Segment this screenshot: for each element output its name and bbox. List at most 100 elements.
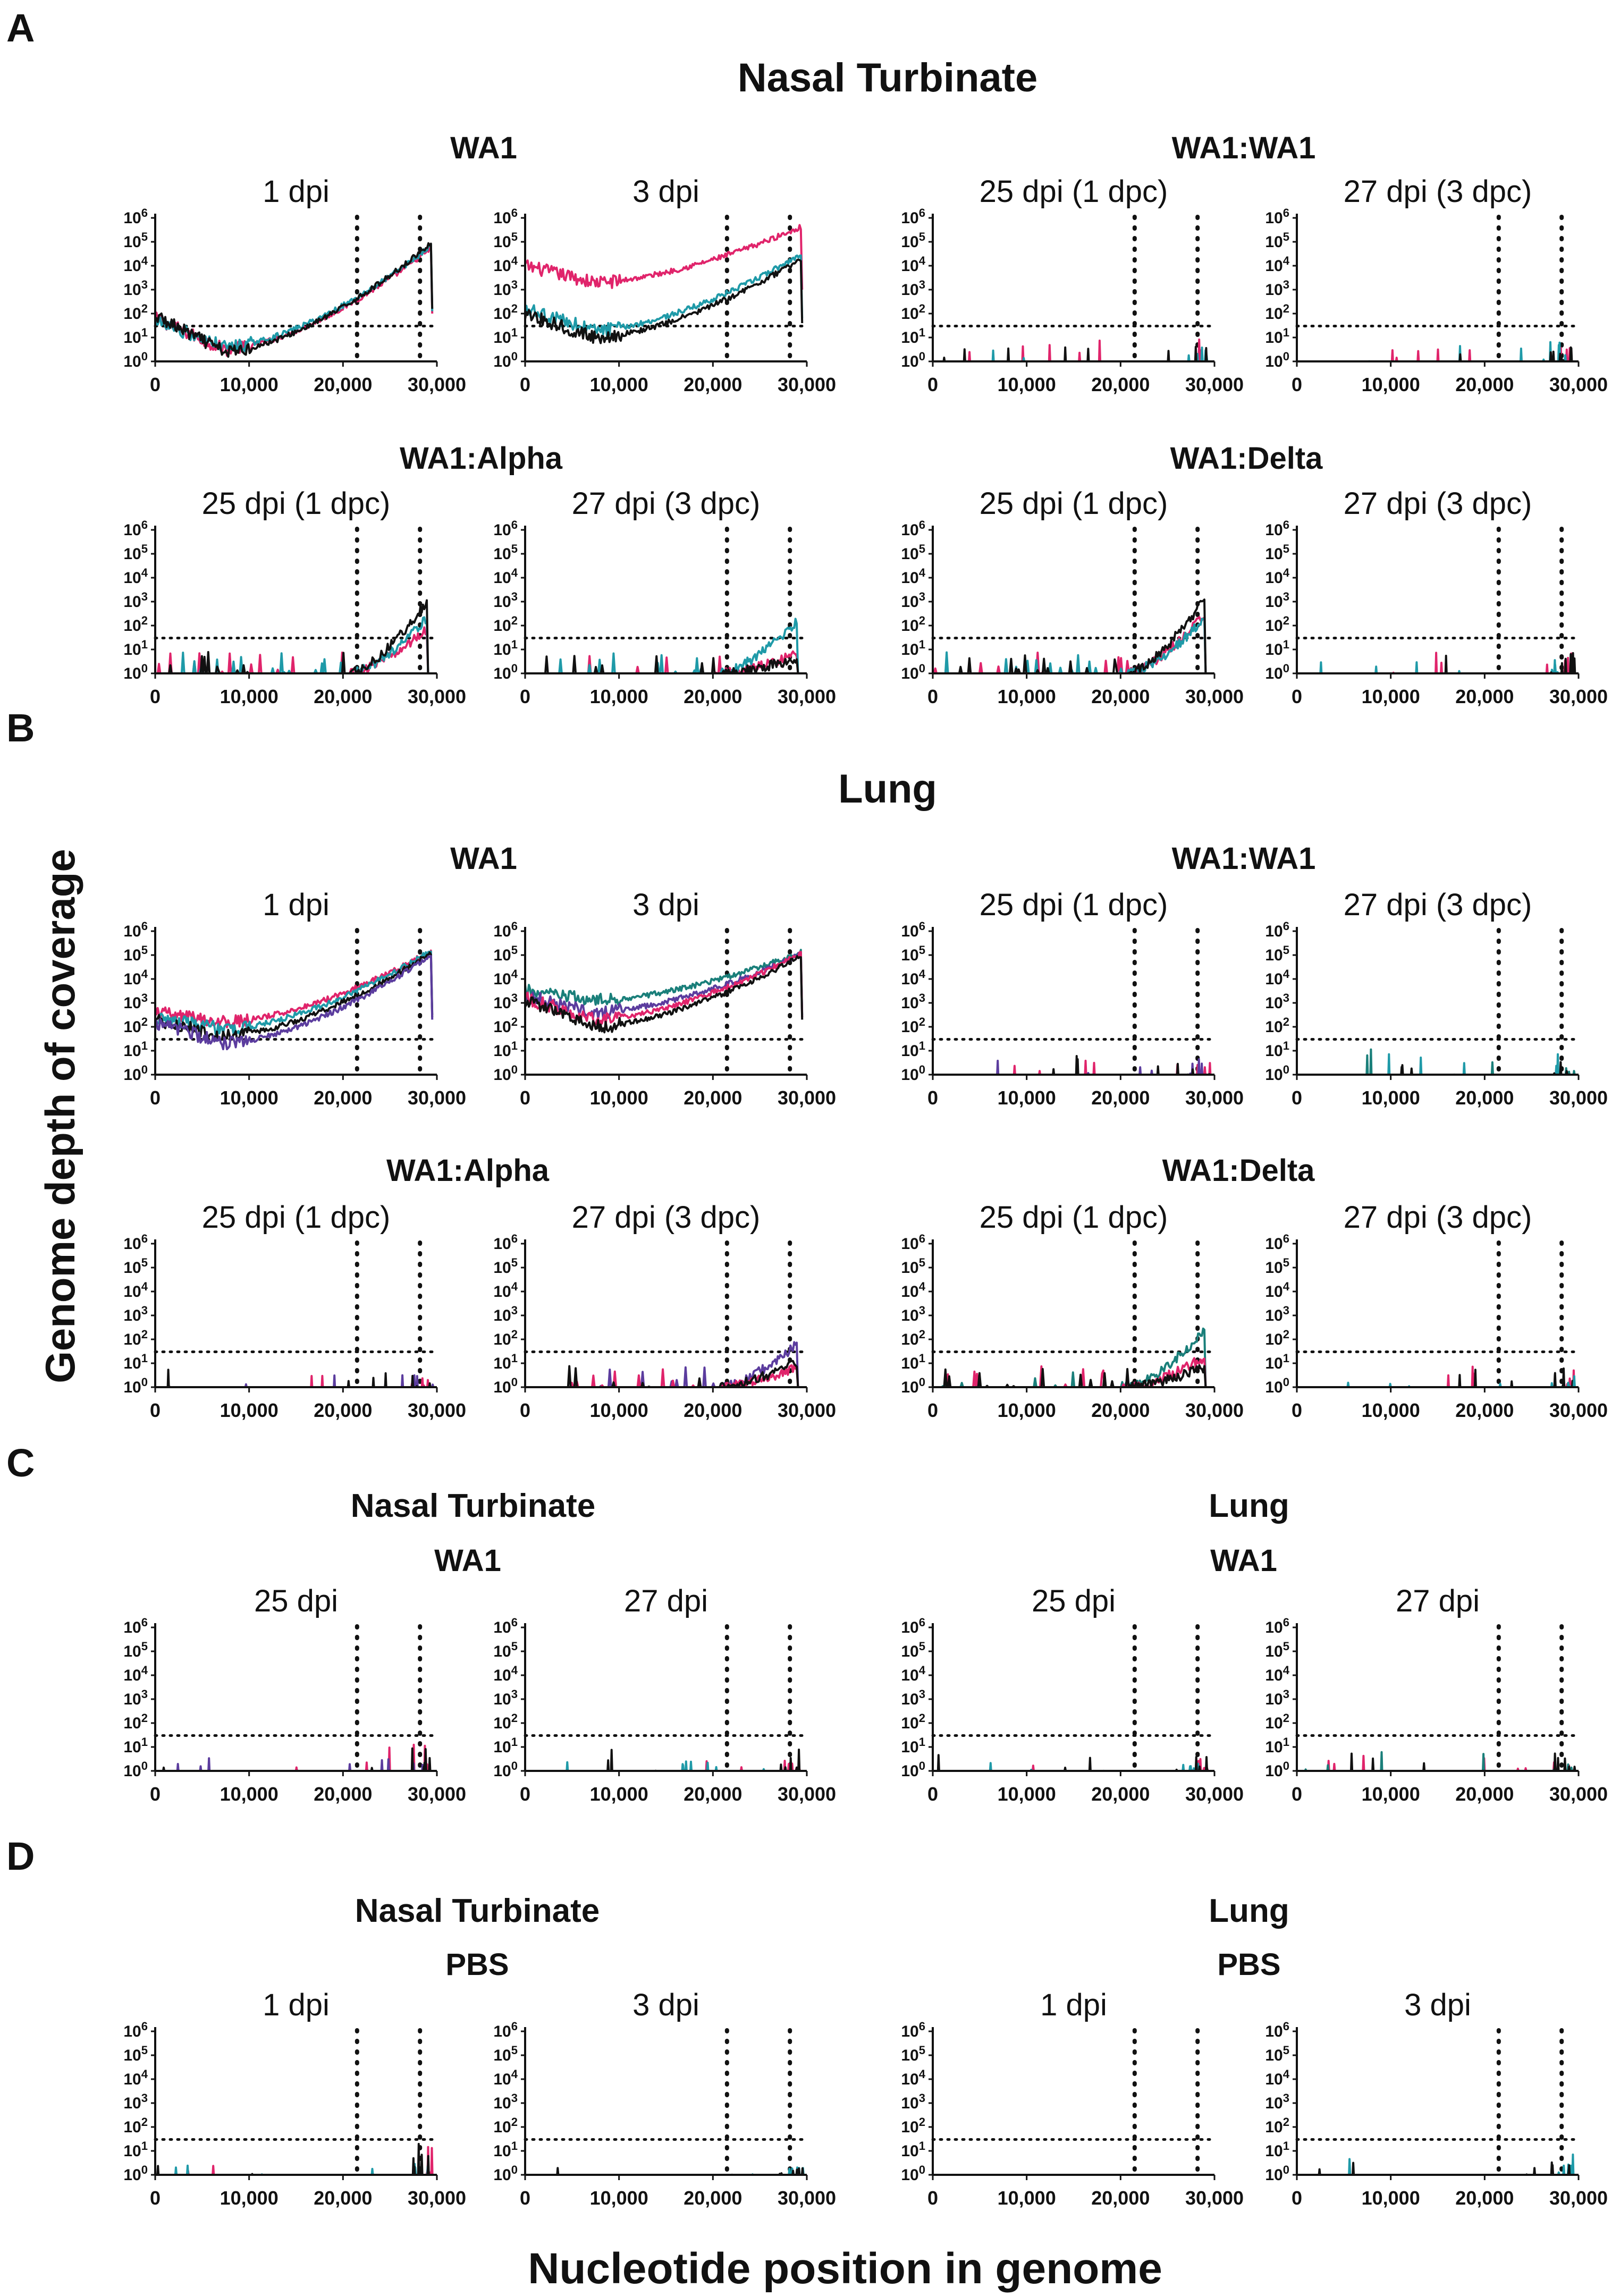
coverage-line	[524, 254, 804, 337]
chart-title: 25 dpi (1 dpc)	[980, 888, 1168, 922]
chart-title: 25 dpi (1 dpc)	[980, 174, 1168, 209]
y-tick-label: 103	[493, 1687, 518, 1708]
y-tick-label: 105	[493, 1640, 518, 1660]
coverage-line	[1297, 1752, 1576, 1772]
y-tick-label: 105	[123, 1640, 148, 1660]
y-tick-label: 101	[1265, 1352, 1289, 1372]
chart-title: 25 dpi (1 dpc)	[980, 486, 1168, 521]
y-tick-label: 103	[1265, 991, 1289, 1012]
x-tick-label: 0	[927, 1399, 938, 1421]
x-tick-label: 10,000	[998, 686, 1056, 707]
y-tick-label: 102	[901, 1328, 925, 1348]
chart-9: 1 dpi 100 101 102 103 104 105 106 0 10,000 20,000 3…	[123, 888, 466, 1109]
chart-title: 25 dpi	[1032, 1584, 1116, 1618]
coverage-line	[1297, 1048, 1576, 1076]
chart-title: 3 dpi	[632, 174, 699, 209]
y-tick-label: 100	[901, 1759, 925, 1780]
y-tick-label: 105	[493, 542, 518, 563]
x-tick-label: 20,000	[684, 2187, 742, 2209]
coverage-line	[155, 2163, 429, 2176]
y-tick-label: 105	[901, 1640, 925, 1660]
x-tick-label: 30,000	[1549, 1087, 1608, 1109]
x-tick-label: 20,000	[684, 686, 742, 707]
y-tick-label: 103	[123, 278, 148, 299]
coverage-line	[1297, 1053, 1568, 1076]
coverage-line	[933, 1754, 1209, 1772]
x-tick-label: 0	[1292, 1087, 1302, 1109]
x-tick-label: 0	[1292, 686, 1302, 707]
chart-23: 1 dpi 100 101 102 103 104 105 106 0 10,000 20,000 3…	[901, 1988, 1244, 2209]
y-tick-label: 106	[493, 919, 518, 940]
coverage-line	[154, 242, 434, 358]
x-tick-label: 30,000	[1185, 1399, 1244, 1421]
group-title-a-wa1-wa1: WA1:WA1	[1172, 131, 1316, 165]
y-tick-label: 106	[901, 2020, 925, 2040]
y-tick-label: 100	[1265, 1759, 1289, 1780]
y-tick-label: 101	[123, 1352, 148, 1372]
y-tick-label: 105	[123, 230, 148, 251]
chart-2: 3 dpi 100 101 102 103 104 105 106 0 10,000 20,000 3…	[493, 174, 836, 395]
coverage-line	[155, 2146, 434, 2176]
y-tick-label: 105	[493, 1256, 518, 1277]
y-tick-label: 101	[901, 1735, 925, 1756]
y-tick-label: 103	[493, 1304, 518, 1324]
y-tick-label: 106	[901, 919, 925, 940]
panel-c-right-title: Lung	[1209, 1488, 1289, 1524]
y-tick-label: 104	[1265, 254, 1289, 275]
y-tick-label: 100	[493, 1759, 518, 1780]
coverage-line	[155, 951, 434, 1042]
y-tick-label: 101	[1265, 638, 1289, 659]
y-tick-label: 102	[901, 2115, 925, 2136]
y-tick-label: 101	[493, 2139, 518, 2160]
y-tick-label: 101	[901, 638, 925, 659]
y-tick-label: 102	[901, 1015, 925, 1036]
chart-title: 25 dpi (1 dpc)	[980, 1200, 1168, 1235]
group-title-a-wa1: WA1	[450, 131, 517, 165]
x-tick-label: 0	[150, 1783, 161, 1805]
chart-12: 27 dpi (3 dpc) 100 101 102 103 104 105 106 0 10,0…	[1265, 888, 1608, 1109]
y-tick-label: 104	[901, 1664, 925, 1684]
group-title-b-wa1: WA1	[450, 841, 517, 876]
chart-title: 27 dpi	[624, 1584, 708, 1618]
y-tick-label: 102	[1265, 2115, 1289, 2136]
y-tick-label: 105	[901, 1256, 925, 1277]
y-tick-label: 100	[123, 1759, 148, 1780]
chart-title: 27 dpi (3 dpc)	[572, 1200, 761, 1235]
x-tick-label: 30,000	[778, 374, 836, 395]
section-title-lung: Lung	[838, 766, 937, 812]
coverage-line	[154, 955, 434, 1051]
x-tick-label: 20,000	[1455, 686, 1514, 707]
x-tick-label: 20,000	[1455, 1399, 1514, 1421]
x-tick-label: 0	[150, 2187, 161, 2209]
x-tick-label: 20,000	[684, 1399, 742, 1421]
y-tick-label: 104	[901, 254, 925, 275]
y-tick-label: 106	[493, 206, 518, 227]
y-tick-label: 101	[493, 638, 518, 659]
x-tick-label: 0	[1292, 2187, 1302, 2209]
y-tick-label: 106	[493, 1232, 518, 1253]
y-tick-label: 103	[123, 590, 148, 611]
coverage-line	[524, 224, 804, 290]
group-title-c-left: WA1	[434, 1543, 501, 1578]
y-tick-label: 106	[493, 1616, 518, 1636]
chart-22: 3 dpi 100 101 102 103 104 105 106 0 10,000 20,000 3…	[493, 1988, 836, 2209]
y-tick-label: 100	[901, 1063, 925, 1084]
y-tick-label: 102	[123, 302, 148, 323]
y-tick-label: 105	[1265, 1256, 1289, 1277]
x-tick-label: 0	[150, 1399, 161, 1421]
y-tick-label: 106	[123, 1232, 148, 1253]
x-tick-label: 20,000	[684, 374, 742, 395]
y-tick-label: 102	[123, 1328, 148, 1348]
y-tick-label: 101	[123, 638, 148, 659]
y-tick-label: 101	[901, 1352, 925, 1372]
y-tick-label: 100	[123, 350, 148, 370]
coverage-line	[933, 347, 1209, 362]
chart-title: 25 dpi (1 dpc)	[202, 1200, 391, 1235]
y-tick-label: 106	[1265, 919, 1289, 940]
y-tick-label: 104	[1265, 1664, 1289, 1684]
y-tick-label: 101	[493, 1735, 518, 1756]
x-tick-label: 0	[150, 1087, 161, 1109]
y-tick-label: 101	[901, 1039, 925, 1060]
y-tick-label: 104	[901, 967, 925, 988]
y-tick-label: 102	[123, 1015, 148, 1036]
